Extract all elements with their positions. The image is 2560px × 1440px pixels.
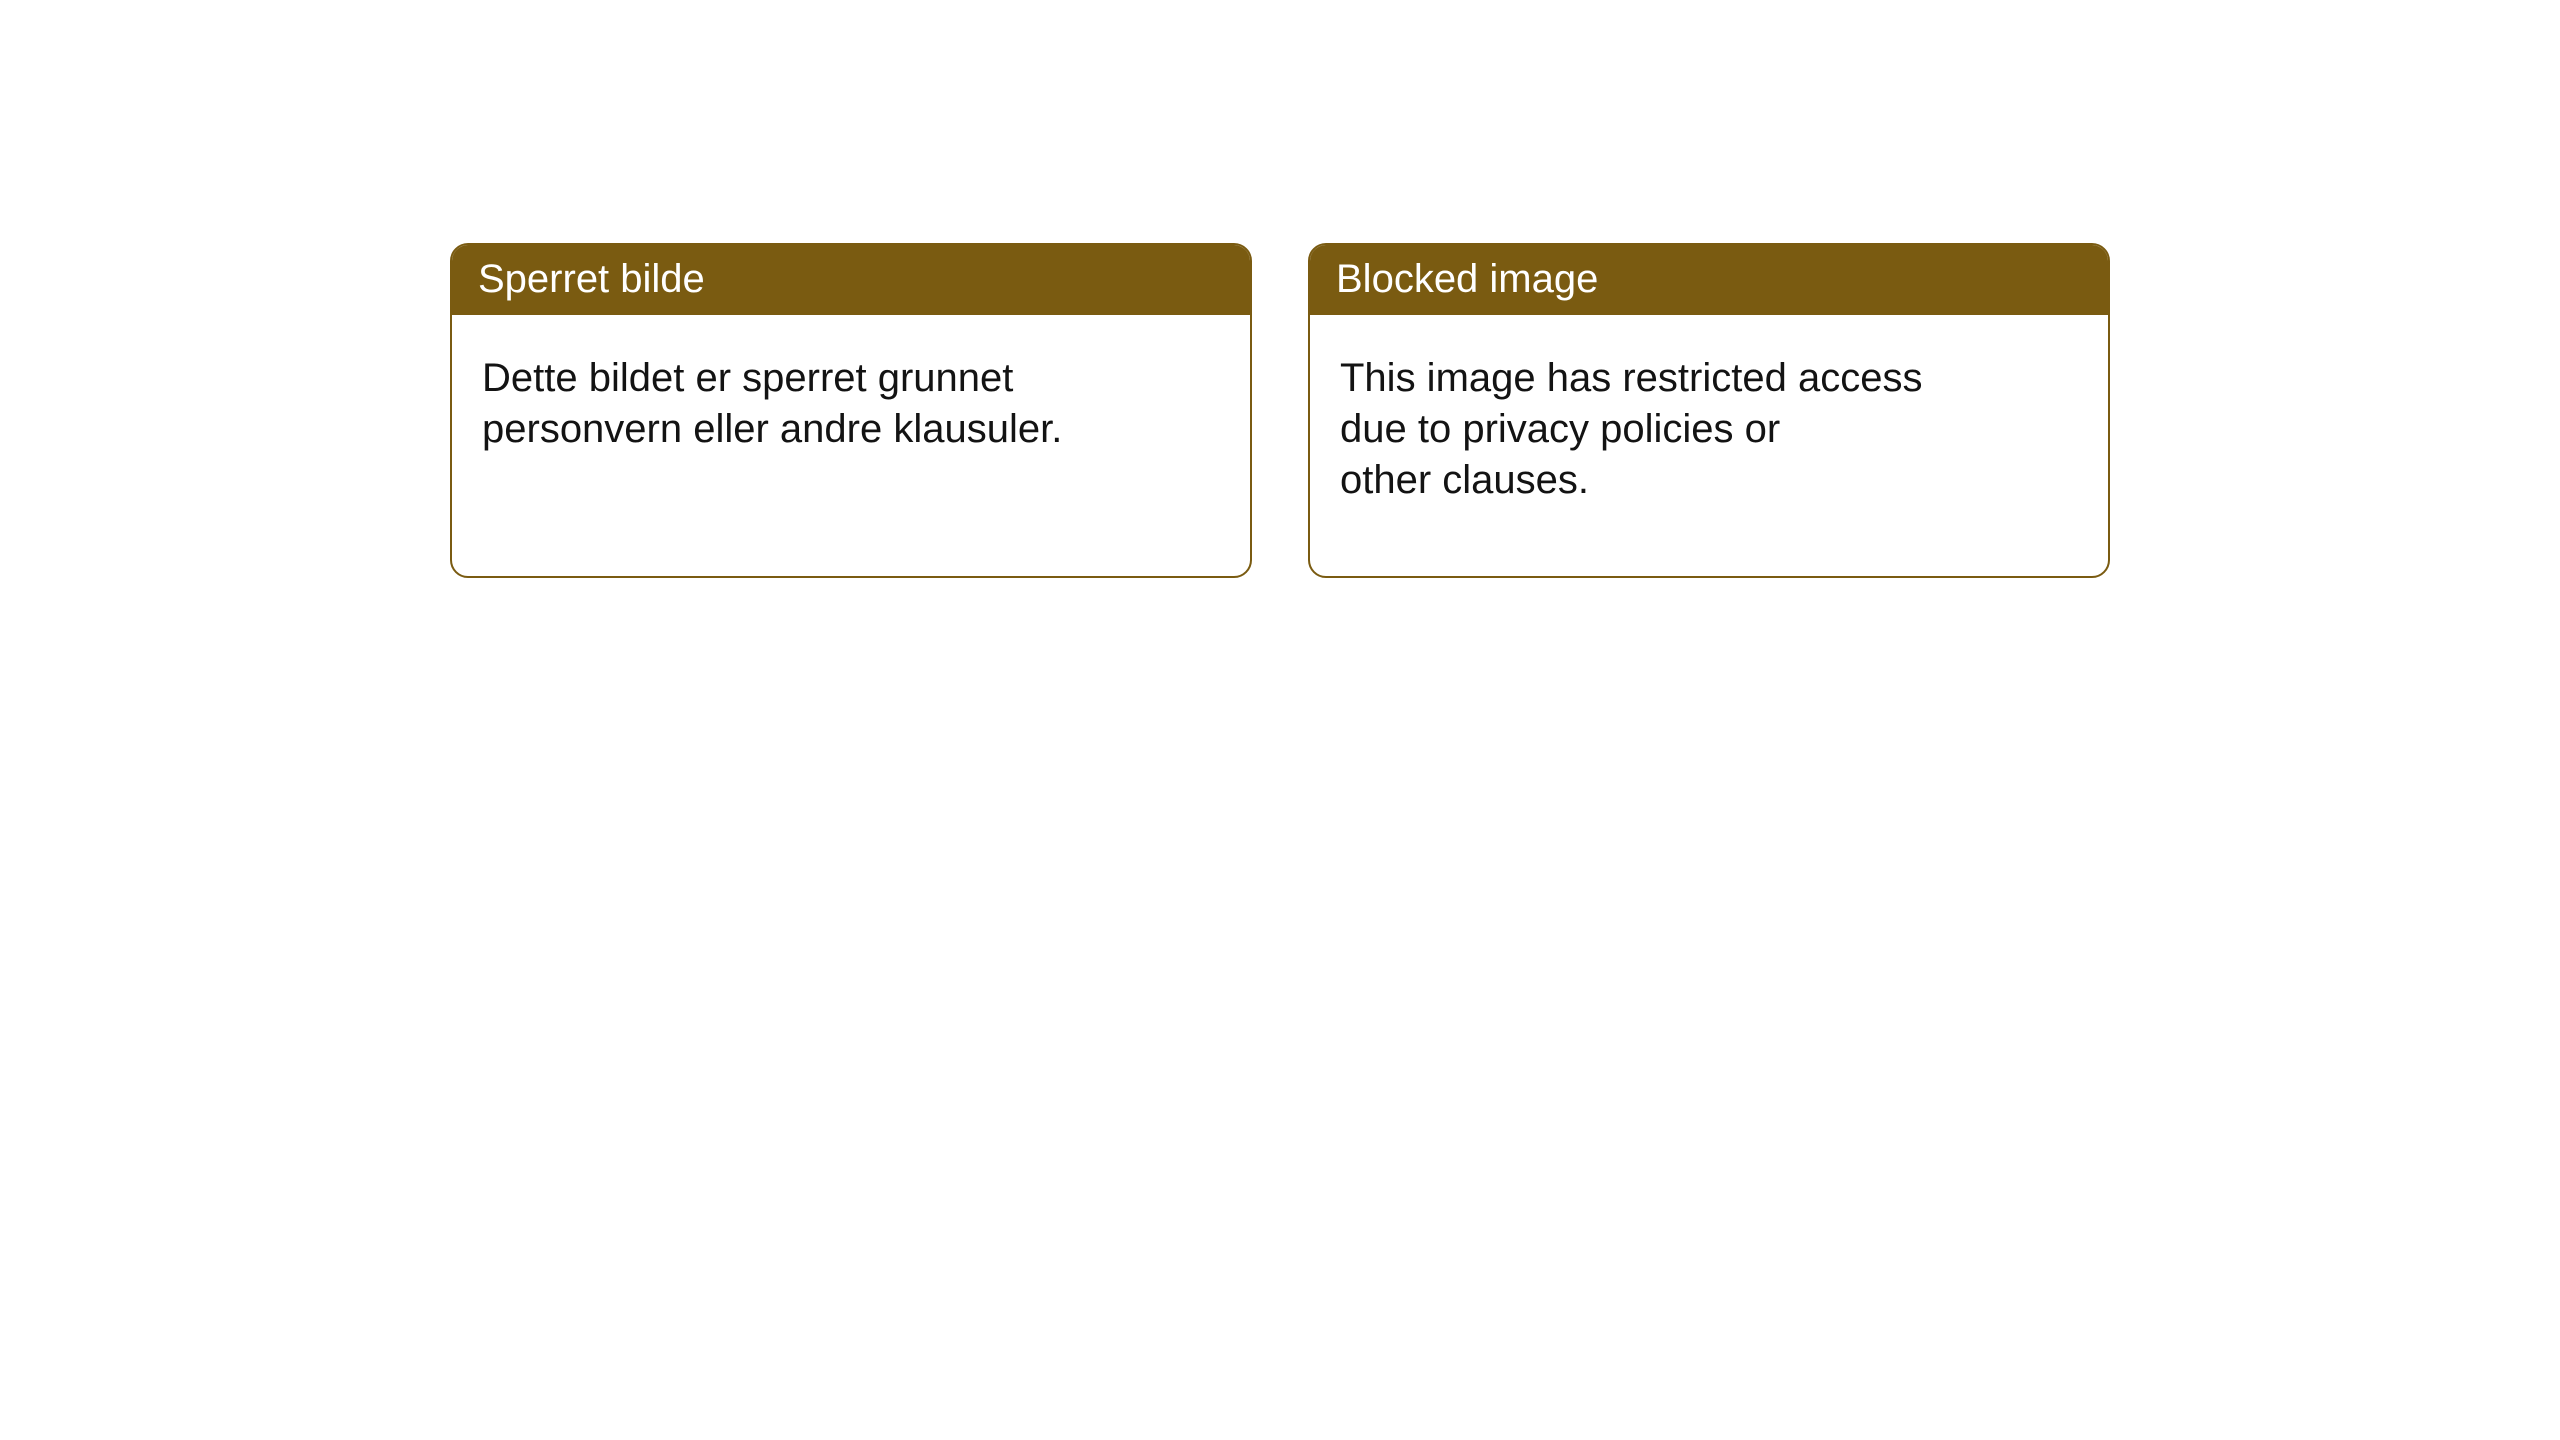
card-body-en: This image has restricted access due to … [1310, 315, 2108, 537]
card-body-en-line2: due to privacy policies or [1340, 404, 2078, 455]
card-header-en: Blocked image [1310, 245, 2108, 315]
notice-cards-row: Sperret bilde Dette bildet er sperret gr… [0, 0, 2560, 578]
blocked-image-card-no: Sperret bilde Dette bildet er sperret gr… [450, 243, 1252, 578]
card-body-en-line1: This image has restricted access [1340, 353, 2078, 404]
card-body-no-line2: personvern eller andre klausuler. [482, 404, 1220, 455]
card-body-en-line3: other clauses. [1340, 455, 2078, 506]
card-body-no-line1: Dette bildet er sperret grunnet [482, 353, 1220, 404]
card-header-no: Sperret bilde [452, 245, 1250, 315]
blocked-image-card-en: Blocked image This image has restricted … [1308, 243, 2110, 578]
card-body-no: Dette bildet er sperret grunnet personve… [452, 315, 1250, 485]
